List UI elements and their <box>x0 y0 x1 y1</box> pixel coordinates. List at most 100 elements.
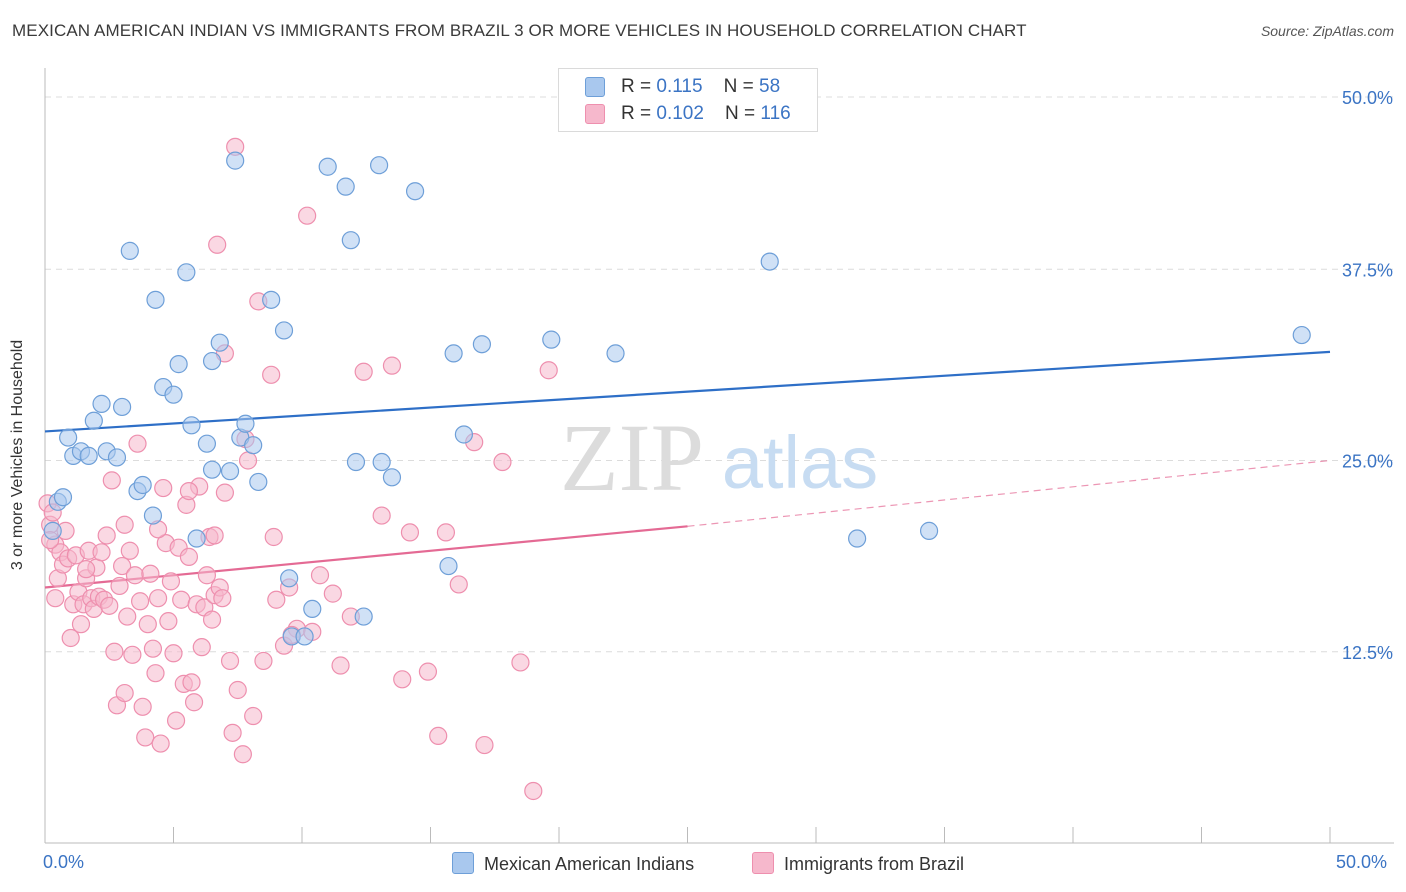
point-immigrants-from-brazil <box>254 651 273 671</box>
point-immigrants-from-brazil <box>184 693 204 712</box>
point-immigrants-from-brazil <box>382 356 402 375</box>
point-immigrants-from-brazil <box>71 615 91 634</box>
point-mexican-american-indians <box>92 394 111 413</box>
point-mexican-american-indians <box>43 521 62 540</box>
point-immigrants-from-brazil <box>115 515 134 534</box>
point-mexican-american-indians <box>295 627 314 646</box>
point-immigrants-from-brazil <box>130 592 150 611</box>
point-mexican-american-indians <box>79 446 98 466</box>
point-mexican-american-indians <box>53 488 73 507</box>
point-immigrants-from-brazil <box>264 527 283 547</box>
point-immigrants-from-brazil <box>228 680 247 700</box>
point-mexican-american-indians <box>107 448 127 467</box>
point-mexican-american-indians <box>120 241 139 260</box>
point-immigrants-from-brazil <box>475 735 494 755</box>
point-immigrants-from-brazil <box>192 638 211 657</box>
grid-layer <box>45 96 1394 653</box>
points-layer <box>38 137 1311 801</box>
point-mexican-american-indians <box>262 290 281 309</box>
point-immigrants-from-brazil <box>418 662 438 681</box>
y-tick-label: 25.0% <box>1342 452 1393 472</box>
point-mexican-american-indians <box>59 428 78 447</box>
point-immigrants-from-brazil <box>323 584 342 603</box>
legend-swatch-pink <box>585 104 605 124</box>
axes-layer <box>44 68 1394 844</box>
point-immigrants-from-brazil <box>310 566 330 585</box>
x-tick-label-max: 50.0% <box>1336 852 1388 872</box>
point-immigrants-from-brazil <box>128 434 147 453</box>
chart-title: MEXICAN AMERICAN INDIAN VS IMMIGRANTS FR… <box>12 21 1027 40</box>
legend-item-immigrants-from-brazil: Immigrants from Brazil <box>752 852 964 875</box>
point-immigrants-from-brazil <box>202 610 222 629</box>
point-mexican-american-indians <box>210 333 229 352</box>
point-mexican-american-indians <box>244 436 263 455</box>
point-mexican-american-indians <box>341 231 360 250</box>
point-immigrants-from-brazil <box>125 566 145 585</box>
point-immigrants-from-brazil <box>215 483 234 502</box>
point-immigrants-from-brazil <box>110 576 129 596</box>
point-immigrants-from-brazil <box>123 645 142 664</box>
point-mexican-american-indians <box>197 434 217 453</box>
point-immigrants-from-brazil <box>244 706 263 726</box>
point-immigrants-from-brazil <box>331 656 350 675</box>
point-mexican-american-indians <box>187 529 206 548</box>
point-mexican-american-indians <box>303 599 322 619</box>
point-immigrants-from-brazil <box>159 612 178 631</box>
point-mexican-american-indians <box>84 411 103 430</box>
point-immigrants-from-brazil <box>172 590 191 609</box>
point-mexican-american-indians <box>177 263 196 282</box>
point-immigrants-from-brazil <box>138 615 157 634</box>
legend-text-blue: R = 0.115 N = 58 <box>621 76 781 97</box>
point-mexican-american-indians <box>472 335 491 354</box>
point-mexican-american-indians <box>848 529 867 548</box>
y-tick-labels: 12.5% 25.0% 37.5% 50.0% <box>1342 88 1393 663</box>
point-immigrants-from-brazil <box>105 642 124 661</box>
point-mexican-american-indians <box>133 475 152 495</box>
point-immigrants-from-brazil <box>136 728 155 747</box>
point-immigrants-from-brazil <box>146 664 165 683</box>
point-immigrants-from-brazil <box>493 452 512 472</box>
x-tick-label-min: 0.0% <box>43 852 85 872</box>
point-mexican-american-indians <box>249 472 268 492</box>
point-immigrants-from-brazil <box>161 572 181 591</box>
y-tick-label: 12.5% <box>1342 643 1393 663</box>
point-immigrants-from-brazil <box>166 711 186 730</box>
point-mexican-american-indians <box>146 290 165 309</box>
point-mexican-american-indians <box>444 344 463 363</box>
point-mexican-american-indians <box>202 351 222 371</box>
point-immigrants-from-brazil <box>46 589 65 608</box>
point-mexican-american-indians <box>542 330 561 349</box>
point-mexican-american-indians <box>274 321 294 340</box>
point-immigrants-from-brazil <box>400 523 420 542</box>
point-immigrants-from-brazil <box>267 590 286 609</box>
point-immigrants-from-brazil <box>61 628 80 648</box>
point-immigrants-from-brazil <box>197 566 217 585</box>
point-mexican-american-indians <box>169 355 188 374</box>
point-immigrants-from-brazil <box>148 589 168 608</box>
point-immigrants-from-brazil <box>233 745 252 764</box>
point-immigrants-from-brazil <box>92 543 111 562</box>
watermark-zip: ZIP <box>560 404 704 511</box>
point-mexican-american-indians <box>606 344 625 363</box>
point-mexican-american-indians <box>405 182 425 201</box>
point-immigrants-from-brazil <box>220 651 240 671</box>
correlation-legend: R = 0.115 N = 58 R = 0.102 N = 116 <box>558 68 818 132</box>
point-immigrants-from-brazil <box>151 734 170 753</box>
point-immigrants-from-brazil <box>539 361 558 380</box>
point-immigrants-from-brazil <box>213 589 232 608</box>
point-mexican-american-indians <box>143 506 163 525</box>
point-immigrants-from-brazil <box>262 365 281 384</box>
point-immigrants-from-brazil <box>372 506 391 525</box>
point-immigrants-from-brazil <box>133 697 152 716</box>
point-immigrants-from-brazil <box>354 362 373 381</box>
point-immigrants-from-brazil <box>164 644 183 663</box>
point-mexican-american-indians <box>182 416 201 435</box>
point-immigrants-from-brazil <box>208 235 227 254</box>
point-mexican-american-indians <box>1292 325 1311 345</box>
source-credit: Source: ZipAtlas.com <box>1260 23 1394 39</box>
point-mexican-american-indians <box>346 452 366 472</box>
watermark-atlas: atlas <box>722 421 878 504</box>
point-immigrants-from-brazil <box>77 560 96 579</box>
point-immigrants-from-brazil <box>524 781 543 801</box>
point-mexican-american-indians <box>372 452 391 472</box>
